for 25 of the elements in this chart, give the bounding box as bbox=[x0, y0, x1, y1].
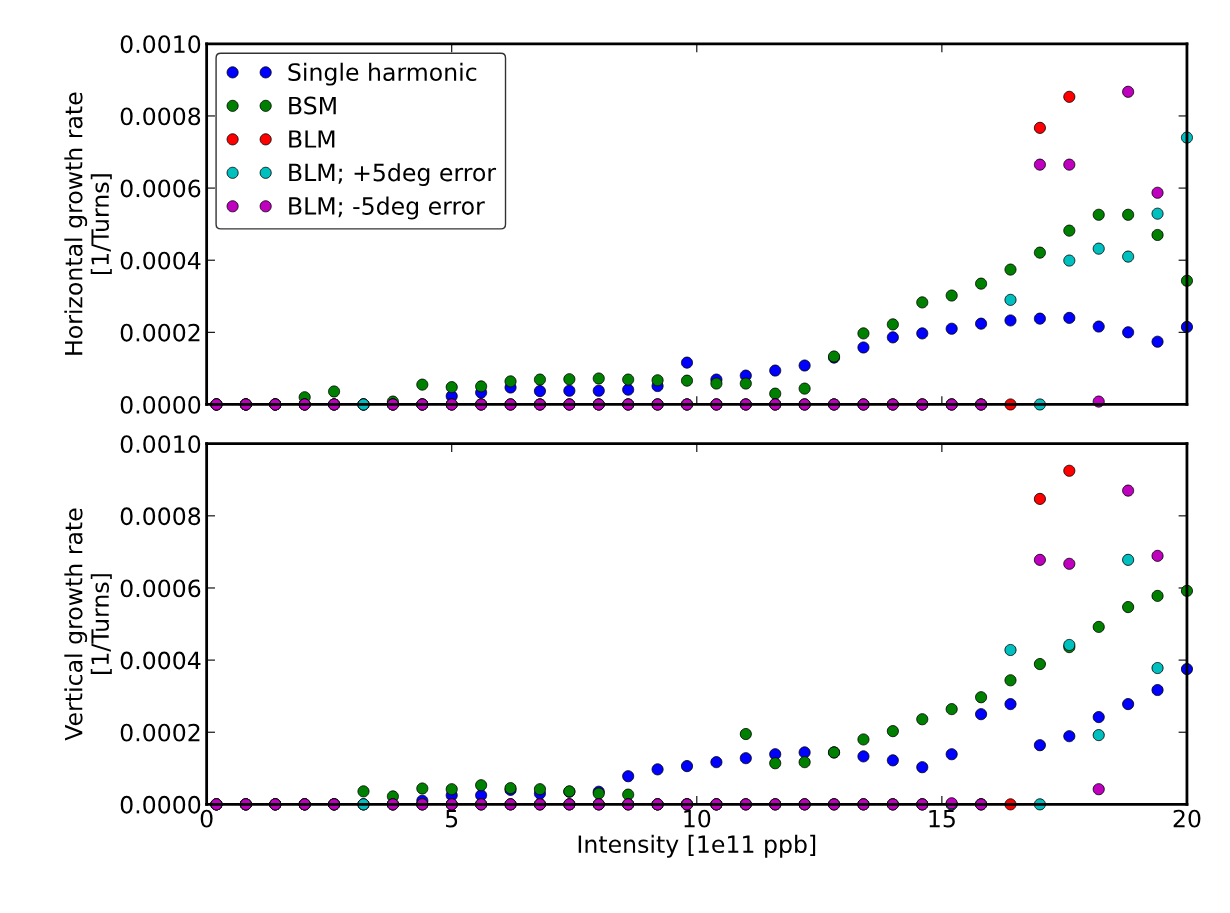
y-tick-label: 0.0004 bbox=[120, 251, 201, 270]
x-tick-label: 10 bbox=[684, 809, 711, 828]
legend-label: BLM bbox=[289, 130, 335, 148]
y-tick-label: 0.0010 bbox=[120, 435, 201, 454]
y-tick-label: 0.0006 bbox=[120, 179, 201, 198]
y-tick-label: 0.0004 bbox=[120, 651, 201, 670]
y-axis-title: Vertical growth rate [1/Turns] bbox=[64, 508, 112, 741]
legend-label: BLM; -5deg error bbox=[289, 196, 485, 220]
y-tick-label: 0.0002 bbox=[120, 723, 200, 742]
y-tick-label: 0.0000 bbox=[120, 395, 201, 414]
x-tick-label: 5 bbox=[446, 809, 458, 828]
legend-label: BLM; +5deg error bbox=[289, 163, 497, 186]
legend-label: BSM bbox=[289, 96, 336, 115]
x-tick-label: 0 bbox=[200, 809, 213, 828]
y-axis-title: Horizontal growth rate [1/Turns] bbox=[64, 92, 112, 355]
y-tick-label: 0.0002 bbox=[120, 323, 200, 342]
y-tick-label: 0.0008 bbox=[120, 507, 201, 526]
y-tick-label: 0.0008 bbox=[120, 107, 201, 126]
y-tick-label: 0.0006 bbox=[120, 579, 201, 598]
x-tick-label: 15 bbox=[929, 809, 955, 828]
x-axis-title: Intensity [1e11 ppb] bbox=[578, 834, 816, 858]
x-tick-label: 20 bbox=[1173, 809, 1201, 828]
legend-label: Single harmonic bbox=[288, 62, 477, 86]
y-tick-label: 0.0010 bbox=[120, 35, 201, 54]
y-tick-label: 0.0000 bbox=[120, 795, 201, 814]
